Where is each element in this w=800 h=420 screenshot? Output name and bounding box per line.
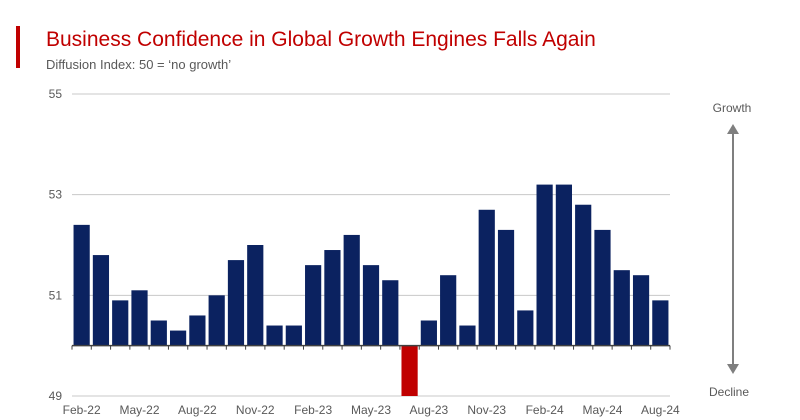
bar-May-23	[362, 265, 380, 346]
bar-Jul-24	[632, 275, 650, 346]
bar-Jan-24	[517, 310, 534, 346]
bar-May-24	[594, 229, 611, 346]
y-tick-label: 51	[49, 288, 63, 302]
decline-label: Decline	[709, 385, 749, 399]
bar-Jun-24	[613, 270, 630, 346]
y-tick-label: 49	[49, 389, 63, 403]
bar-Dec-22	[266, 325, 283, 346]
growth-decline-indicator: Growth Decline	[709, 101, 751, 399]
bar-Nov-22	[247, 245, 264, 346]
bar-Aug-22	[189, 315, 206, 346]
baseline-axis	[71, 344, 671, 350]
x-tick-label: Nov-22	[236, 403, 275, 417]
bar-Mar-23	[324, 250, 341, 346]
bar-Aug-24	[652, 300, 669, 346]
x-tick-label: Feb-24	[526, 403, 564, 417]
y-axis-ticks: 49 51 53 55	[49, 87, 63, 403]
bar-Feb-24	[536, 184, 553, 346]
bar-Feb-23	[305, 265, 322, 346]
x-tick-label: May-24	[582, 403, 622, 417]
y-tick-label: 55	[49, 87, 63, 101]
x-tick-label: Nov-23	[467, 403, 506, 417]
bar-Feb-22	[73, 224, 90, 346]
arrow-up-icon	[727, 124, 739, 134]
bar-Jun-22	[150, 320, 167, 346]
bar-Mar-22	[92, 255, 110, 346]
bar-Nov-23	[478, 209, 495, 346]
x-tick-label: May-22	[120, 403, 160, 417]
bar-Apr-22	[112, 300, 129, 346]
x-axis-ticks: Feb-22 May-22 Aug-22 Nov-22 Feb-23 May-23 Aug-…	[63, 403, 680, 417]
x-tick-label: May-23	[351, 403, 391, 417]
bar-Oct-22	[227, 260, 245, 346]
x-tick-label: Aug-23	[410, 403, 449, 417]
x-tick-label: Aug-24	[641, 403, 680, 417]
bar-Mar-24	[555, 184, 572, 346]
x-tick-label: Feb-22	[63, 403, 101, 417]
bar-Jul-23	[401, 345, 418, 396]
growth-label: Growth	[713, 101, 752, 115]
arrow-down-icon	[727, 364, 739, 374]
bar-May-22	[131, 290, 148, 346]
bar-Sep-23	[440, 275, 457, 346]
bars	[73, 184, 669, 396]
title-accent-bar	[16, 26, 20, 68]
chart-title: Business Confidence in Global Growth Eng…	[46, 28, 596, 51]
bar-Sep-22	[208, 295, 225, 346]
bar-Apr-24	[575, 204, 592, 346]
bar-Dec-23	[497, 229, 515, 346]
bar-Jun-23	[382, 280, 399, 346]
chart-subtitle: Diffusion Index: 50 = ‘no growth’	[46, 57, 232, 72]
y-tick-label: 53	[49, 188, 63, 202]
bar-Jan-23	[285, 325, 302, 346]
x-tick-label: Feb-23	[294, 403, 332, 417]
x-tick-label: Aug-22	[178, 403, 217, 417]
bar-Aug-23	[420, 320, 437, 346]
bar-Jul-22	[169, 330, 187, 346]
bar-Apr-23	[343, 234, 360, 346]
bar-Oct-23	[459, 325, 476, 346]
